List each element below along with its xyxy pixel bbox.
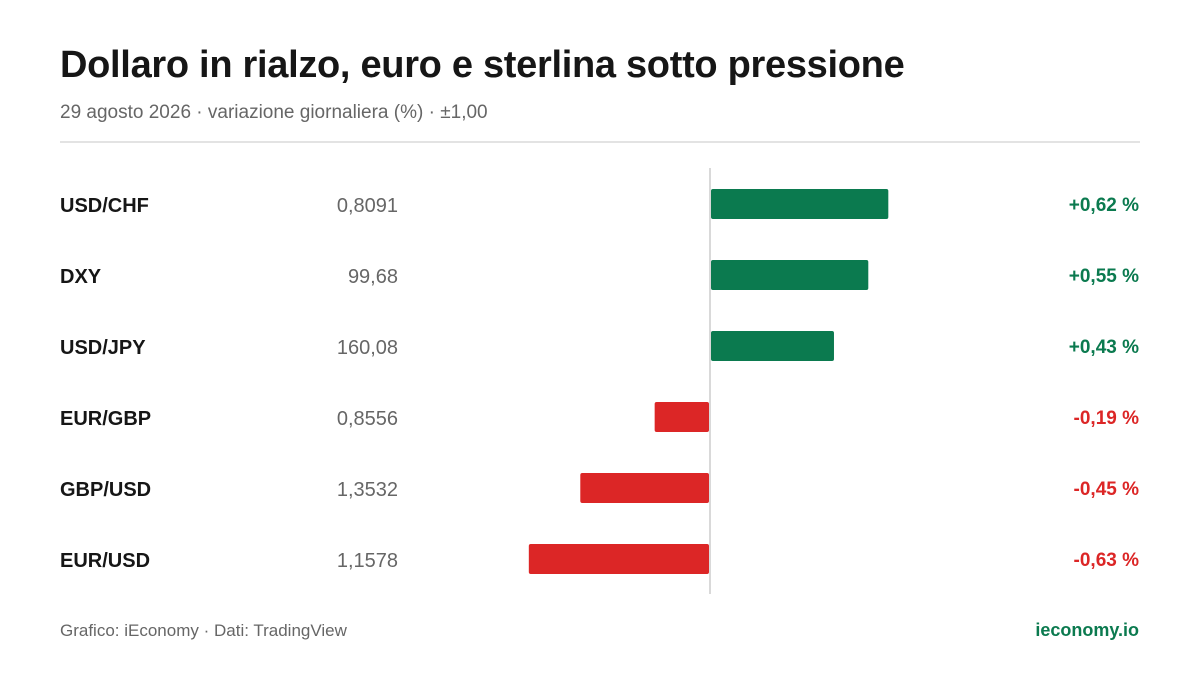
pair-label: GBP/USD: [60, 479, 151, 501]
fx-change-bar-chart: USD/CHF 0,8091 +0,62 % DXY 99,68 +0,55 % USD/J…: [60, 168, 1140, 594]
pair-label: USD/CHF: [60, 195, 149, 217]
change-label: -0,45 %: [1074, 479, 1140, 500]
price-value: 0,8091: [337, 195, 398, 217]
change-label: -0,63 %: [1074, 550, 1140, 571]
change-label: +0,55 %: [1069, 266, 1139, 287]
price-value: 1,3532: [337, 479, 398, 501]
change-label: +0,62 %: [1069, 195, 1139, 216]
pair-label: DXY: [60, 266, 102, 288]
chart-subtitle: 29 agosto 2026 · variazione giornaliera …: [60, 102, 488, 123]
pair-label: USD/JPY: [60, 337, 146, 359]
price-value: 160,08: [337, 337, 398, 359]
header-divider: [60, 141, 1140, 143]
chart-title: Dollaro in rialzo, euro e sterlina sotto…: [60, 44, 905, 86]
change-bar: [580, 473, 709, 503]
change-bar: [528, 544, 709, 574]
change-label: -0,19 %: [1074, 408, 1140, 429]
price-value: 1,1578: [337, 550, 398, 572]
change-bar: [711, 189, 889, 219]
change-bar: [654, 402, 709, 432]
brand-link[interactable]: ieconomy.io: [1035, 620, 1139, 640]
change-bar: [711, 260, 869, 290]
change-bar: [711, 331, 834, 361]
price-value: 0,8556: [337, 408, 398, 430]
price-value: 99,68: [348, 266, 398, 288]
pair-label: EUR/USD: [60, 550, 150, 572]
source-credit: Grafico: iEconomy · Dati: TradingView: [60, 621, 347, 640]
change-label: +0,43 %: [1069, 337, 1139, 358]
pair-label: EUR/GBP: [60, 408, 151, 430]
